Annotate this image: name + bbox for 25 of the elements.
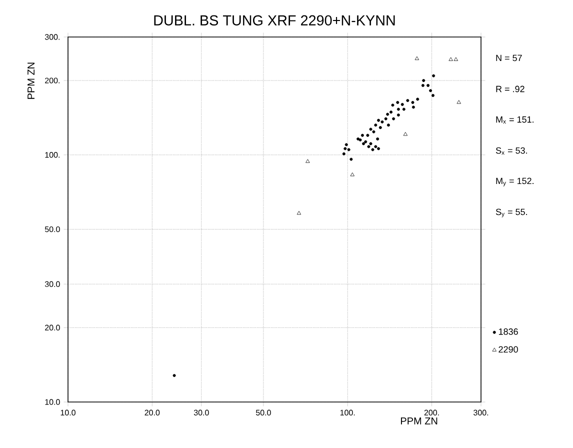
x-tick-label: 50.0 xyxy=(256,410,271,416)
y-axis-title: PPM ZN xyxy=(28,62,34,99)
x-tick-label: 10.0 xyxy=(60,410,76,416)
text: M$_{x}$ = 151. xyxy=(496,116,534,124)
y-tick-label: 300. xyxy=(44,34,60,40)
chart-title: DUBL. BS TUNG XRF 2290+N-KYNN xyxy=(154,15,395,26)
y-tick-label: 30.0 xyxy=(44,281,60,287)
text: S$_{x}$ = 53. xyxy=(496,147,527,155)
x-tick-label: 300. xyxy=(474,410,488,416)
x-tick-label: 30.0 xyxy=(194,410,209,416)
y-tick-label: 10.0 xyxy=(45,399,60,405)
x-tick-label: 100. xyxy=(340,410,355,416)
x-tick-label: 200. xyxy=(424,410,439,416)
x-axis-title: PPM ZN xyxy=(400,418,438,424)
x-tick-label: 20.0 xyxy=(144,410,160,416)
text: N = 57 xyxy=(496,54,522,62)
text: R = .92 xyxy=(496,86,524,92)
y-tick-label: 100. xyxy=(45,152,60,158)
text: M$_{y}$ = 152. xyxy=(496,178,534,186)
y-tick-label: 20.0 xyxy=(45,324,60,330)
y-tick-label: 200. xyxy=(45,78,60,84)
y-tick-label: 50.0 xyxy=(44,226,60,232)
text: S$_{y}$ = 55. xyxy=(496,208,527,218)
legend-label: 1836 xyxy=(498,328,518,335)
legend-label: 2290 xyxy=(498,346,518,353)
